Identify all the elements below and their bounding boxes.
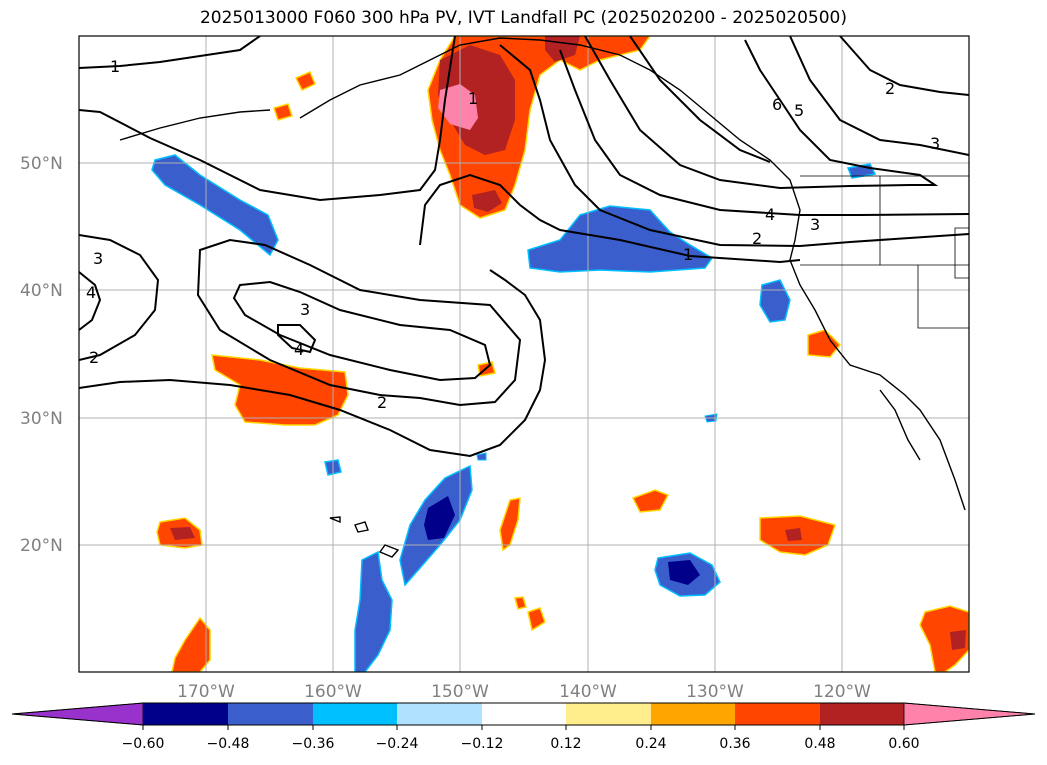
contour-label: 2	[377, 393, 387, 412]
contour-label: 3	[300, 300, 310, 319]
lon-label-140w: 140°W	[559, 682, 617, 702]
lon-label-130w: 130°W	[686, 682, 744, 702]
colorbar-extend-high	[903, 702, 1036, 726]
colorbar-tick-label: 0.12	[550, 736, 581, 752]
lat-label-20n: 20°N	[20, 536, 63, 556]
contour-label: 3	[810, 215, 820, 234]
contour-label: 2	[752, 229, 762, 248]
colorbar-tick-label: −0.36	[292, 736, 335, 752]
contour-label: 2	[885, 79, 895, 98]
map-title: 2025013000 F060 300 hPa PV, IVT Landfall…	[199, 8, 847, 28]
colorbar-tick-label: 0.36	[719, 736, 750, 752]
colorbar-tick-label: −0.12	[461, 736, 504, 752]
colorbar-tick-label: −0.48	[207, 736, 250, 752]
colorbar-extend-low	[11, 702, 144, 726]
positive-anomaly-region	[273, 103, 293, 121]
strong-positive-region	[785, 528, 802, 541]
strong-positive-region	[545, 36, 580, 62]
peak-positive-region	[438, 84, 478, 130]
lat-label-50n: 50°N	[20, 154, 63, 174]
colorbar-segment	[228, 703, 313, 725]
strong-negative-region	[668, 560, 700, 585]
contour-label: 4	[86, 283, 96, 302]
positive-anomaly-region	[294, 71, 316, 91]
longitude-labels: 170°W 160°W 150°W 140°W 130°W 120°W	[177, 682, 871, 702]
positive-anomaly-region	[919, 605, 969, 672]
strong-positive-region	[438, 45, 515, 155]
contour-label: 2	[89, 348, 99, 367]
positive-anomaly-region	[514, 596, 527, 610]
colorbar-segment	[482, 703, 566, 725]
contour-label: 4	[294, 340, 304, 359]
contour-label: 1	[683, 245, 693, 264]
colorbar-ticks	[142, 725, 905, 730]
political-borders	[800, 175, 969, 329]
positive-anomaly-region	[211, 354, 349, 426]
pv-contours	[79, 36, 969, 458]
negative-anomaly-region	[476, 452, 487, 461]
positive-anomaly-region	[527, 607, 546, 632]
contour-label: 3	[930, 134, 940, 153]
positive-anomaly-region	[631, 489, 670, 513]
strong-positive-region	[950, 630, 966, 650]
contour-label: 3	[93, 249, 103, 268]
contour-label: 6	[772, 95, 782, 114]
negative-anomaly-region	[354, 550, 393, 672]
positive-anomaly-region	[807, 329, 842, 358]
lat-label-40n: 40°N	[20, 281, 63, 301]
map-frame	[78, 35, 970, 673]
coastlines	[119, 37, 966, 558]
colorbar-segment	[735, 703, 820, 725]
lon-label-170w: 170°W	[177, 682, 235, 702]
colorbar-segment	[566, 703, 651, 725]
strong-negative-region	[424, 496, 455, 540]
colorbar: −0.60 −0.48 −0.36 −0.24 −0.12 0.12 0.24 …	[11, 702, 1036, 752]
colorbar-tick-label: 0.48	[804, 736, 835, 752]
colorbar-segment	[651, 703, 735, 725]
gridlines	[79, 36, 969, 672]
contour-label: 4	[765, 205, 775, 224]
lon-label-120w: 120°W	[813, 682, 871, 702]
colorbar-tick-label: 0.24	[635, 736, 666, 752]
colorbar-segment	[313, 703, 397, 725]
colorbar-tick-label: 0.60	[888, 736, 919, 752]
contour-labels: 1 1 1 2 3 2 3 4 5 6 4 3 2 1 3 4 2	[86, 57, 940, 412]
latitude-labels: 50°N 40°N 30°N 20°N	[20, 154, 63, 556]
colorbar-tick-label: −0.24	[376, 736, 419, 752]
contour-label: 1	[468, 89, 478, 108]
lon-label-150w: 150°W	[431, 682, 489, 702]
colorbar-segment	[143, 703, 228, 725]
colorbar-segment	[397, 703, 482, 725]
contour-label: 5	[794, 101, 804, 120]
pv-anomaly-fills	[151, 36, 969, 672]
lat-label-30n: 30°N	[20, 409, 63, 429]
colorbar-tick-label: −0.60	[122, 736, 165, 752]
negative-anomaly-region	[151, 154, 279, 257]
lon-label-160w: 160°W	[304, 682, 362, 702]
colorbar-segment	[820, 703, 904, 725]
strong-positive-region	[170, 527, 195, 540]
positive-anomaly-region	[171, 616, 211, 672]
strong-positive-region	[472, 190, 502, 212]
contour-label: 1	[110, 57, 120, 76]
